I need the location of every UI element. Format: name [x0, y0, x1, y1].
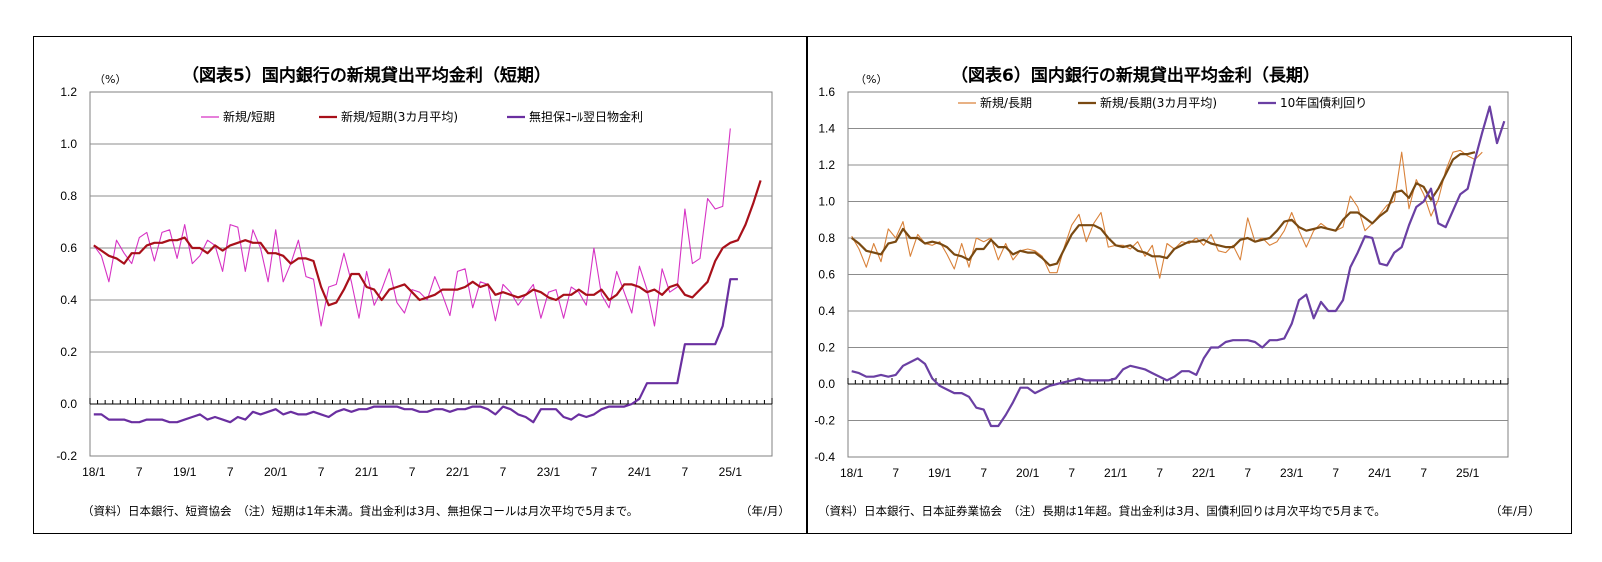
- legend-label: 新規/短期: [223, 109, 275, 124]
- series-line-3: [93, 278, 738, 424]
- x-unit-label: （年/月）: [740, 504, 790, 518]
- x-tick-label: 7: [1068, 466, 1075, 480]
- legend-label: 10年国債利回り: [1280, 95, 1367, 110]
- y-tick-label: 1.0: [60, 137, 77, 151]
- x-tick-label: 7: [227, 465, 234, 479]
- x-tick-label: 7: [892, 466, 899, 480]
- chart-title: （図表5）国内銀行の新規貸出平均金利（短期）: [182, 66, 551, 86]
- x-tick-label: 21/1: [355, 465, 379, 479]
- series-line-1: [93, 128, 731, 327]
- y-tick-label: -0.4: [814, 450, 835, 464]
- y-unit-label: （%）: [855, 73, 888, 86]
- line-chart-short-term: 1.2 1.0 0.8 0.6 0.4 0.2 0.0 -0.2 18/1 7 19/1 7 20/1 7…: [56, 85, 773, 479]
- x-tick-label: 21/1: [1104, 466, 1128, 480]
- x-tick-label: 24/1: [1368, 466, 1392, 480]
- x-tick-label: 19/1: [173, 465, 197, 479]
- x-tick-label: 7: [409, 465, 416, 479]
- y-tick-label: -0.2: [56, 449, 77, 463]
- x-tick-label: 23/1: [1280, 466, 1304, 480]
- source-note: （資料）日本銀行、短資協会 （注）短期は1年未満。貸出金利は3月、無担保コールは…: [82, 504, 639, 518]
- y-tick-label: 0.6: [818, 268, 835, 282]
- y-tick-label: 0.8: [818, 231, 835, 245]
- x-tick-label: 7: [1156, 466, 1163, 480]
- y-tick-label: 1.2: [60, 85, 77, 99]
- chart-title: （図表6）国内銀行の新規貸出平均金利（長期）: [951, 66, 1320, 86]
- x-tick-label: 7: [136, 465, 143, 479]
- x-tick-label: 19/1: [928, 466, 952, 480]
- x-tick-label: 7: [682, 465, 689, 479]
- x-tick-label: 18/1: [82, 465, 106, 479]
- x-tick-label: 22/1: [446, 465, 470, 479]
- x-tick-label: 25/1: [719, 465, 743, 479]
- chart-panel-short-term: （図表5）国内銀行の新規貸出平均金利（短期） （%） 1.2 1.0 0.8 0.6 0…: [33, 36, 807, 534]
- legend-label: 新規/短期(3カ月平均): [341, 109, 458, 124]
- y-tick-label: 1.4: [818, 122, 835, 136]
- y-tick-label: 1.0: [818, 195, 835, 209]
- y-tick-label: 0.2: [818, 341, 835, 355]
- y-tick-label: 0.0: [818, 377, 835, 391]
- x-tick-label: 20/1: [264, 465, 288, 479]
- series-line-2: [851, 151, 1476, 267]
- y-tick-label: 0.2: [60, 345, 77, 359]
- y-unit-label: （%）: [94, 73, 127, 86]
- x-tick-label: 7: [980, 466, 987, 480]
- x-tick-label: 23/1: [537, 465, 561, 479]
- y-tick-label: 0.0: [60, 397, 77, 411]
- x-tick-label: 7: [1244, 466, 1251, 480]
- series-line-3: [851, 105, 1506, 428]
- y-tick-label: 0.6: [60, 241, 77, 255]
- x-tick-label: 22/1: [1192, 466, 1216, 480]
- y-tick-label: -0.2: [814, 414, 835, 428]
- legend-label: 新規/長期: [980, 95, 1032, 110]
- x-tick-label: 20/1: [1016, 466, 1040, 480]
- y-tick-label: 0.4: [60, 293, 77, 307]
- legend-label: 無担保ｺｰﾙ翌日物金利: [529, 109, 643, 124]
- x-tick-label: 7: [1332, 466, 1339, 480]
- legend-label: 新規/長期(3カ月平均): [1100, 95, 1217, 110]
- y-tick-label: 1.6: [818, 85, 835, 99]
- chart-panel-long-term: （図表6）国内銀行の新規貸出平均金利（長期） （%） 1.6 1.4 1.2 1.0 0…: [807, 36, 1572, 534]
- x-tick-label: 24/1: [628, 465, 652, 479]
- x-tick-label: 7: [591, 465, 598, 479]
- x-unit-label: （年/月）: [1490, 504, 1540, 518]
- x-tick-label: 7: [318, 465, 325, 479]
- y-tick-label: 1.2: [818, 158, 835, 172]
- x-tick-label: 7: [1420, 466, 1427, 480]
- plot-area-border: [89, 91, 773, 457]
- source-note: （資料）日本銀行、日本証券業協会 （注）長期は1年超。貸出金利は3月、国債利回り…: [818, 504, 1386, 518]
- x-tick-label: 7: [500, 465, 507, 479]
- x-tick-label: 25/1: [1456, 466, 1480, 480]
- series-line-2: [93, 180, 762, 307]
- x-tick-label: 18/1: [840, 466, 864, 480]
- y-tick-label: 0.8: [60, 189, 77, 203]
- line-chart-long-term: 1.6 1.4 1.2 1.0 0.8 0.6 0.4 0.2 0.0 -0.2 -0.4 18/1 7…: [814, 85, 1509, 480]
- y-tick-label: 0.4: [818, 304, 835, 318]
